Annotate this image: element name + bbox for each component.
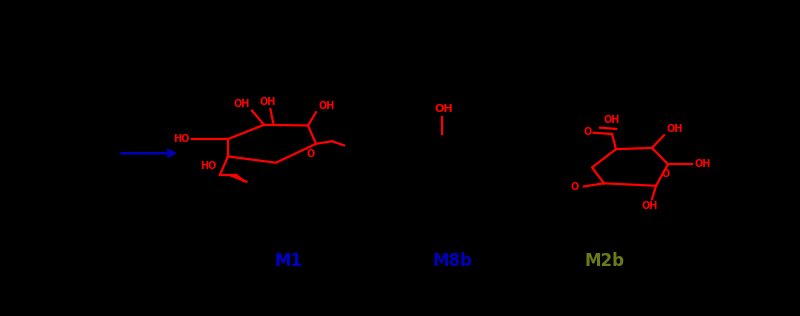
Text: OH: OH xyxy=(603,115,619,125)
Text: OH: OH xyxy=(318,100,334,111)
Text: O: O xyxy=(306,149,314,159)
Text: O: O xyxy=(570,182,578,192)
Text: HO: HO xyxy=(201,161,217,171)
Text: OH: OH xyxy=(234,99,250,109)
Text: M8b: M8b xyxy=(432,252,472,270)
Text: OH: OH xyxy=(434,104,454,114)
Text: HO: HO xyxy=(174,134,190,144)
Text: M1: M1 xyxy=(274,252,302,270)
Text: OH: OH xyxy=(642,201,658,211)
Text: O: O xyxy=(662,169,670,179)
Text: OH: OH xyxy=(260,97,276,107)
Text: OH: OH xyxy=(666,124,682,134)
Text: O: O xyxy=(584,127,592,137)
Text: OH: OH xyxy=(694,159,710,169)
Text: M2b: M2b xyxy=(584,252,624,270)
